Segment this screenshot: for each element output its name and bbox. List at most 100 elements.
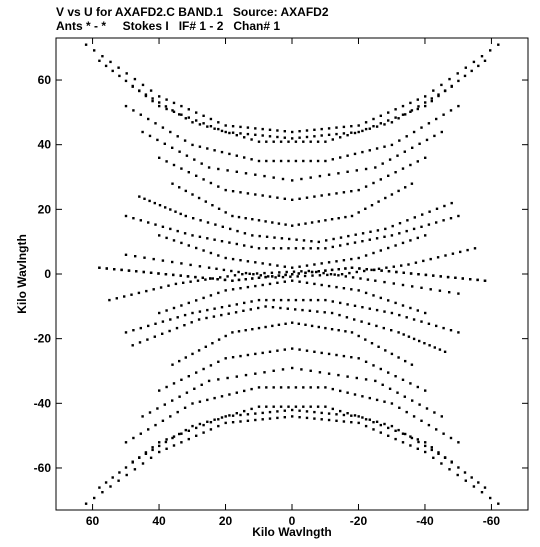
uv-point [409,435,412,438]
uv-point [231,190,235,193]
uv-point [379,423,382,427]
uv-point [224,334,227,338]
uv-point [138,456,141,459]
uv-point [213,238,216,241]
uv-point [258,234,261,238]
uv-point [323,311,326,314]
uv-point [207,166,211,169]
uv-point [117,66,120,69]
uv-point [235,391,238,394]
uv-point [330,311,334,315]
uv-point [342,259,346,262]
uv-point [130,293,133,296]
uv-point [165,107,168,111]
uv-point [435,117,438,121]
uv-point [279,298,283,302]
uv-point [191,352,194,356]
uv-point [335,192,338,195]
uv-point [357,124,360,127]
uv-point [421,213,424,216]
uv-point [141,462,145,465]
uv-point [374,166,377,169]
uv-point [211,204,214,207]
uv-point [264,275,267,279]
uv-point [424,389,427,392]
uv-point [353,393,357,396]
uv-point [375,308,379,312]
uv-point [416,236,419,240]
chart-title-line1: V vs U for AXAFD2.C BAND.1 Source: AXAFD… [56,5,329,19]
uv-point [357,188,360,192]
uv-point [344,267,347,270]
uv-point [228,131,231,135]
uv-point [195,119,198,122]
uv-point [244,329,247,332]
uv-point [288,237,291,241]
uv-point [244,217,247,220]
uv-point [489,496,492,500]
uv-point [401,167,405,170]
uv-point [133,77,137,81]
uv-point [147,324,150,328]
uv-point [224,188,227,192]
uv-point [305,410,309,413]
uv-point [375,420,379,423]
uv-point [298,265,301,268]
uv-point [361,240,364,243]
uv-point [385,266,388,269]
uv-point [224,357,227,360]
uv-point [180,241,183,245]
uv-point [178,113,181,116]
uv-point [412,318,416,321]
uv-point [156,407,159,410]
uv-point [158,101,161,104]
uv-point [132,109,135,112]
uv-point [424,444,427,448]
uv-point [171,399,174,402]
uv-point [402,271,405,274]
uv-point [93,496,96,500]
uv-point [261,194,264,197]
uv-point [394,244,397,247]
uv-point [228,304,231,307]
uv-point [366,278,370,281]
uv-point [180,378,183,381]
uv-point [272,159,275,163]
uv-point [272,298,275,302]
uv-point [309,247,312,250]
x-tick-label: -20 [350,514,368,528]
uv-point [284,273,287,277]
uv-point [305,135,309,139]
uv-point [287,405,290,408]
uv-point [268,350,272,353]
uv-point [132,329,135,332]
uv-point [261,283,264,287]
uv-point [172,110,176,113]
uv-point [158,389,161,392]
uv-point [195,371,198,374]
uv-point [342,191,346,194]
uv-point [184,117,187,120]
uv-point [381,162,384,165]
uv-point [158,311,161,315]
uv-point [220,306,224,309]
uv-point [287,159,290,163]
uv-point [202,122,205,125]
uv-point [327,193,331,196]
uv-point [235,170,238,173]
uv-point [243,156,246,159]
uv-point [418,142,421,145]
uv-point [291,321,294,324]
uv-point [144,94,148,98]
uv-point [139,219,142,222]
uv-point [164,206,167,209]
uv-point [435,324,438,328]
uv-point [294,405,298,408]
uv-point [436,256,440,259]
uv-point [261,134,264,137]
uv-point [390,193,394,196]
uv-point [176,229,179,233]
uv-point [405,229,408,233]
uv-point [283,265,286,268]
uv-point [254,133,257,136]
